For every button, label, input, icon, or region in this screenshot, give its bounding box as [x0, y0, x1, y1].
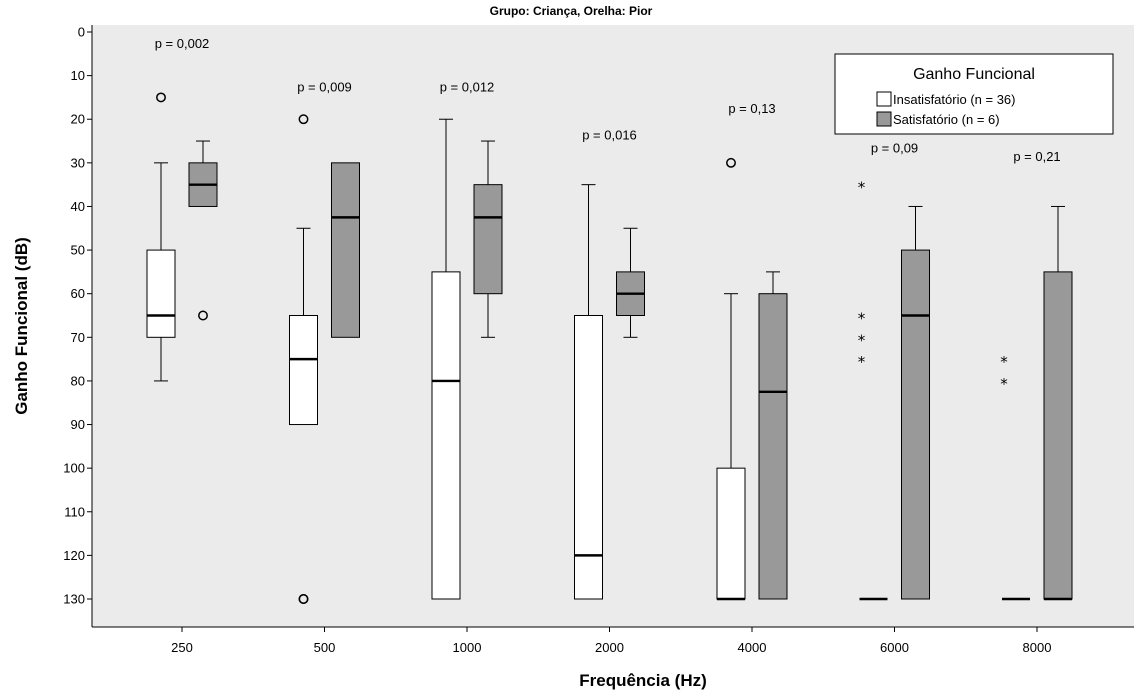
extreme-point: *	[1000, 375, 1008, 393]
outlier-point	[726, 157, 736, 168]
y-tick-label: 90	[71, 417, 85, 432]
y-tick-label: 120	[63, 548, 85, 563]
outlier-point	[298, 114, 309, 125]
box-250	[146, 92, 176, 382]
x-tick-label: 500	[314, 640, 336, 655]
box-iqr	[473, 184, 503, 295]
box-4000	[716, 157, 746, 601]
y-tick-label: 50	[71, 243, 85, 258]
box-series: **** **	[146, 92, 1073, 604]
p-value-label: p = 0,002	[155, 36, 210, 51]
box-250	[188, 140, 218, 321]
legend: Ganho Funcional Insatisfatório (n = 36) Sa…	[834, 53, 1114, 135]
x-axis: 250 500 1000 2000 4000 6000 8000	[92, 626, 1134, 655]
box-iqr	[331, 162, 360, 338]
p-value-label: p = 0,016	[582, 127, 637, 142]
box-2000	[574, 184, 603, 600]
box-iqr	[1043, 271, 1073, 600]
x-tick-label: 2000	[595, 640, 624, 655]
extreme-point: *	[858, 179, 866, 197]
p-value-label: p = 0,009	[297, 79, 352, 94]
outlier-point	[298, 594, 309, 604]
chart-title: Grupo: Criança, Orelha: Pior	[490, 4, 653, 18]
x-tick-label: 8000	[1023, 640, 1052, 655]
y-axis-title: Ganho Funcional (dB)	[12, 237, 31, 415]
y-tick-label: 70	[71, 330, 85, 345]
series-insatisfatorio: **** **	[146, 92, 1030, 604]
p-value-annotations: p = 0,002 p = 0,009 p = 0,012 p = 0,016 p = …	[155, 36, 1061, 164]
extreme-point: *	[858, 331, 866, 349]
x-tick-label: 250	[171, 640, 193, 655]
outlier-point	[156, 92, 166, 103]
legend-swatch	[876, 111, 892, 127]
extreme-point: *	[1000, 353, 1008, 371]
box-iqr	[574, 315, 603, 600]
box-iqr	[901, 249, 930, 600]
box-8000: **	[1000, 353, 1030, 601]
extreme-point: *	[858, 353, 866, 371]
x-axis-title: Frequência (Hz)	[579, 671, 707, 690]
p-value-label: p = 0,09	[871, 140, 918, 155]
y-tick-label: 130	[63, 592, 85, 607]
box-iqr	[431, 271, 461, 600]
legend-entry-label: Satisfatório (n = 6)	[893, 112, 1000, 127]
p-value-label: p = 0,012	[440, 79, 495, 94]
box-iqr	[758, 293, 788, 600]
box-1000	[473, 140, 503, 338]
y-tick-label: 80	[71, 373, 85, 388]
y-tick-label: 20	[71, 112, 85, 127]
y-tick-label: 60	[71, 286, 85, 301]
legend-swatch	[876, 91, 892, 107]
x-tick-label: 6000	[880, 640, 909, 655]
legend-title: Ganho Funcional	[913, 66, 1035, 83]
extreme-point: *	[858, 310, 866, 328]
outlier-point	[198, 310, 208, 321]
box-500	[289, 114, 318, 604]
box-8000	[1043, 205, 1073, 601]
p-value-label: p = 0,21	[1013, 149, 1060, 164]
box-6000	[901, 205, 930, 600]
y-tick-label: 100	[63, 461, 85, 476]
x-tick-label: 4000	[738, 640, 767, 655]
box-iqr	[716, 467, 746, 600]
p-value-label: p = 0,13	[728, 101, 775, 116]
x-tick-label: 1000	[453, 640, 482, 655]
box-6000: * * * *	[858, 179, 888, 601]
y-tick-label: 110	[64, 504, 85, 519]
y-axis: 0 10 20 30 40 50 60 70 80 90 100 110 120 130	[63, 25, 93, 627]
y-tick-label: 40	[71, 199, 85, 214]
legend-entry-label: Insatisfatório (n = 36)	[893, 92, 1015, 107]
box-4000	[758, 271, 788, 600]
box-1000	[431, 118, 461, 600]
y-tick-label: 0	[78, 25, 85, 40]
y-tick-label: 10	[71, 68, 85, 83]
series-satisfatorio	[188, 140, 1073, 601]
box-iqr	[289, 315, 318, 426]
box-2000	[616, 227, 645, 338]
box-500	[331, 162, 360, 338]
y-tick-label: 30	[71, 155, 85, 170]
box-iqr	[146, 249, 176, 338]
